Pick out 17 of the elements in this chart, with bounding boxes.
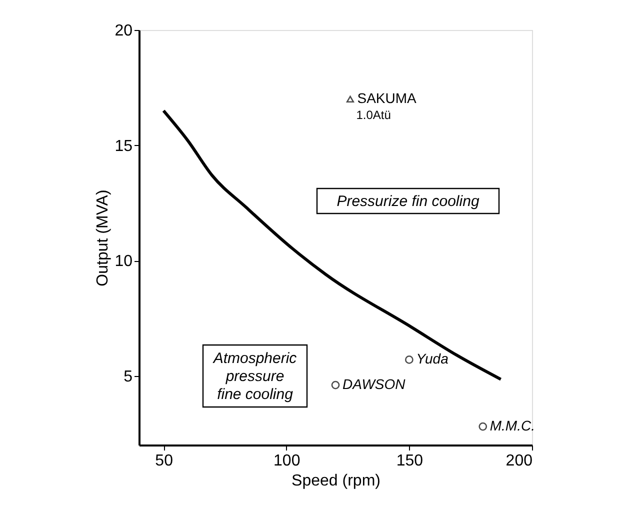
y-axis-title: Output (MVA)	[94, 190, 112, 286]
x-tick-label: 150	[396, 452, 424, 470]
y-tick-label: 10	[114, 253, 133, 270]
annotation: Pressurize fin cooling	[336, 193, 480, 210]
y-tick-label: 5	[124, 368, 133, 386]
data-label: Yuda	[416, 350, 449, 367]
y-tick-label: 20	[114, 22, 133, 40]
x-axis-title: Speed (rpm)	[292, 472, 380, 490]
x-tick-label: 50	[155, 452, 174, 470]
x-tick-label: 200	[506, 452, 533, 470]
y-tick-label: 15	[114, 138, 133, 155]
x-tick-label: 100	[274, 452, 300, 470]
data-label: M.M.C.	[490, 418, 535, 434]
annotation: Atmospheric pressure fine cooling	[212, 350, 298, 403]
annotation: 1.0Atü	[356, 108, 391, 122]
data-label: SAKUMA	[357, 90, 418, 106]
data-label: DAWSON	[342, 376, 406, 392]
